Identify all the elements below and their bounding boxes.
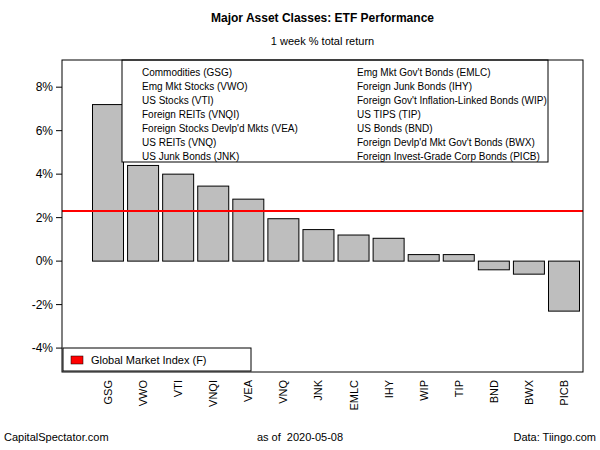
y-tick-label: 8% bbox=[36, 80, 54, 94]
bar bbox=[233, 199, 264, 261]
x-tick-label: VNQI bbox=[207, 380, 219, 407]
bar bbox=[373, 238, 404, 261]
names-legend-entry: Foreign Junk Bonds (IHY) bbox=[357, 81, 472, 92]
footer-note: CapitalSpectator.com bbox=[4, 431, 109, 443]
reference-legend-label: Global Market Index (F) bbox=[91, 354, 207, 366]
x-tick-label: WIP bbox=[418, 380, 430, 401]
plot-frame bbox=[62, 60, 583, 372]
y-tick-label: -4% bbox=[32, 341, 54, 355]
x-tick-label: EMLC bbox=[348, 380, 360, 411]
y-tick-label: -2% bbox=[32, 298, 54, 312]
names-legend-entry: Foreign REITs (VNQI) bbox=[142, 109, 239, 120]
names-legend-entry: Foreign Devlp'd Mkt Gov't Bonds (BWX) bbox=[357, 137, 535, 148]
reference-legend-swatch bbox=[71, 356, 83, 364]
names-legend-entry: Commodities (GSG) bbox=[142, 67, 232, 78]
bar bbox=[303, 230, 334, 262]
bar bbox=[338, 235, 369, 261]
names-legend-entry: Foreign Gov't Inflation-Linked Bonds (WI… bbox=[357, 95, 547, 106]
x-tick-label: JNK bbox=[312, 379, 324, 400]
y-tick bbox=[56, 348, 62, 349]
bar bbox=[128, 165, 159, 261]
footer-note: Data: Tiingo.com bbox=[513, 431, 596, 443]
names-legend-entry: Emg Mkt Gov't Bonds (EMLC) bbox=[357, 67, 491, 78]
x-tick-label: IHY bbox=[383, 379, 395, 398]
names-legend-entry: Foreign Invest-Grade Corp Bonds (PICB) bbox=[357, 151, 540, 162]
x-tick-label: PICB bbox=[558, 380, 570, 406]
y-tick bbox=[56, 304, 62, 305]
bar bbox=[163, 174, 194, 261]
bar bbox=[549, 261, 580, 311]
y-tick-label: 4% bbox=[36, 167, 54, 181]
x-tick-label: BWX bbox=[523, 379, 535, 405]
x-tick-label: BND bbox=[488, 380, 500, 403]
y-tick-label: 0% bbox=[36, 254, 54, 268]
y-tick bbox=[56, 261, 62, 262]
bar bbox=[198, 186, 229, 261]
names-legend bbox=[122, 60, 548, 162]
x-tick-label: TIP bbox=[453, 380, 465, 397]
x-tick-label: VWO bbox=[137, 380, 149, 407]
x-tick-label: VNQ bbox=[277, 380, 289, 404]
names-legend-entry: Foreign Stocks Devlp'd Mkts (VEA) bbox=[142, 123, 298, 134]
subtitle: 1 week % total return bbox=[271, 35, 374, 47]
bar bbox=[478, 261, 509, 270]
names-legend-entry: US Stocks (VTI) bbox=[142, 95, 214, 106]
footer-note: as of 2020-05-08 bbox=[257, 431, 343, 443]
x-tick-label: VTI bbox=[172, 380, 184, 397]
chart: Major Asset Classes: ETF Performance 1 we… bbox=[0, 0, 600, 450]
y-tick-label: 6% bbox=[36, 124, 54, 138]
names-legend-entry: US Junk Bonds (JNK) bbox=[142, 151, 239, 162]
background bbox=[0, 0, 600, 450]
y-tick bbox=[56, 217, 62, 218]
names-legend-entry: US TIPS (TIP) bbox=[357, 109, 421, 120]
names-legend-entry: Emg Mkt Stocks (VWO) bbox=[142, 81, 248, 92]
title: Major Asset Classes: ETF Performance bbox=[211, 11, 434, 25]
bar bbox=[408, 255, 439, 262]
names-legend-entry: US REITs (VNQ) bbox=[142, 137, 216, 148]
reference-legend bbox=[63, 348, 251, 371]
names-legend-entry: US Bonds (BND) bbox=[357, 123, 433, 134]
bar bbox=[443, 255, 474, 262]
x-tick-label: GSG bbox=[102, 380, 114, 404]
bar bbox=[513, 261, 544, 274]
bar bbox=[93, 105, 124, 262]
y-tick bbox=[56, 130, 62, 131]
reference-line bbox=[62, 210, 583, 212]
x-tick-label: VEA bbox=[242, 379, 254, 402]
y-tick bbox=[56, 87, 62, 88]
bar bbox=[268, 219, 299, 261]
y-tick bbox=[56, 174, 62, 175]
y-tick-label: 2% bbox=[36, 211, 54, 225]
